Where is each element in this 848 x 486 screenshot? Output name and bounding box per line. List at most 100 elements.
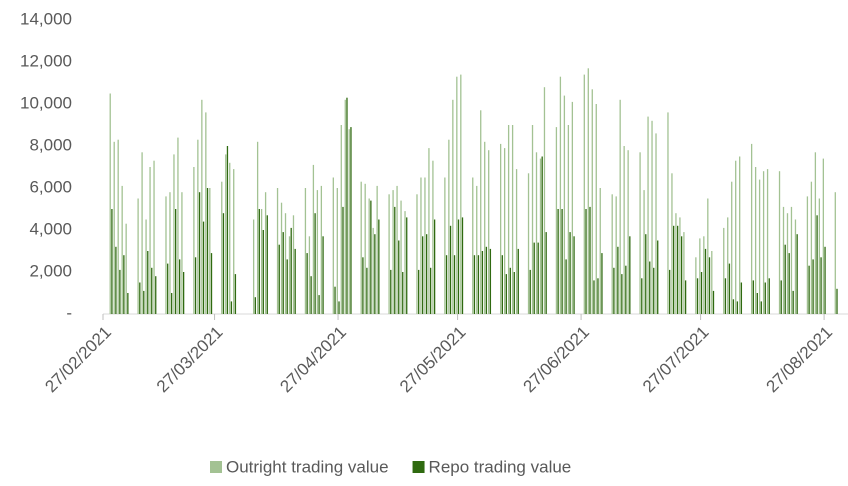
bar bbox=[306, 253, 308, 314]
bar bbox=[210, 253, 213, 314]
bar bbox=[699, 238, 701, 314]
bar bbox=[707, 198, 709, 314]
y-tick-label: 14,000 bbox=[20, 9, 72, 28]
bar bbox=[704, 248, 707, 314]
bar bbox=[388, 194, 390, 314]
bar bbox=[276, 188, 279, 314]
bar bbox=[177, 137, 179, 314]
bar bbox=[396, 185, 398, 314]
bar bbox=[617, 246, 619, 314]
bar bbox=[703, 236, 705, 314]
bar bbox=[587, 68, 589, 314]
bar bbox=[511, 125, 514, 314]
bar bbox=[533, 242, 535, 314]
bar bbox=[700, 272, 703, 314]
bar bbox=[764, 282, 766, 314]
bar bbox=[768, 278, 770, 314]
bar bbox=[790, 206, 793, 314]
y-tick-label: 6,000 bbox=[29, 177, 72, 196]
bar bbox=[593, 280, 595, 314]
bar bbox=[109, 93, 111, 314]
bar bbox=[625, 265, 627, 314]
bar bbox=[344, 99, 346, 314]
bar bbox=[484, 141, 486, 314]
bar bbox=[153, 160, 155, 314]
bar bbox=[400, 200, 402, 314]
bar bbox=[143, 290, 145, 314]
x-tick-label: 27/06/2021 bbox=[519, 323, 593, 397]
bar bbox=[834, 192, 836, 314]
bar bbox=[225, 154, 227, 314]
bar bbox=[629, 236, 631, 314]
bar bbox=[573, 236, 575, 314]
bar bbox=[499, 143, 502, 314]
bar bbox=[820, 257, 822, 314]
bar bbox=[505, 274, 507, 314]
bar bbox=[728, 263, 731, 314]
bar bbox=[202, 221, 205, 314]
bar bbox=[221, 181, 223, 314]
bar bbox=[310, 276, 312, 314]
bar bbox=[724, 278, 727, 314]
bar bbox=[736, 301, 739, 314]
bar bbox=[332, 177, 334, 314]
bar bbox=[529, 269, 531, 314]
bar bbox=[428, 148, 430, 314]
bar bbox=[312, 164, 315, 314]
bar bbox=[812, 259, 814, 314]
x-tick-label: 27/03/2021 bbox=[153, 323, 227, 397]
bar bbox=[233, 169, 235, 314]
bar bbox=[501, 255, 503, 314]
bar bbox=[155, 276, 157, 314]
bar bbox=[284, 213, 287, 314]
bar bbox=[178, 259, 181, 314]
bar bbox=[254, 297, 256, 314]
bar bbox=[394, 206, 396, 314]
bar bbox=[621, 274, 623, 314]
bar bbox=[712, 290, 715, 314]
bar bbox=[402, 272, 404, 314]
bar bbox=[760, 301, 762, 314]
bar bbox=[585, 209, 587, 314]
bar bbox=[623, 146, 625, 314]
bar bbox=[193, 167, 195, 314]
y-tick-label: 4,000 bbox=[29, 219, 72, 238]
bar bbox=[418, 269, 420, 314]
bar bbox=[258, 209, 260, 314]
bar bbox=[571, 101, 574, 315]
bar bbox=[252, 219, 255, 314]
bar bbox=[390, 269, 392, 314]
bar bbox=[513, 272, 515, 314]
bar bbox=[165, 196, 167, 314]
bar bbox=[320, 185, 323, 314]
bar bbox=[292, 215, 295, 314]
bar bbox=[657, 240, 659, 314]
bar bbox=[457, 219, 460, 314]
bar bbox=[175, 209, 177, 314]
legend-label: Repo trading value bbox=[429, 457, 572, 476]
bar bbox=[731, 181, 733, 314]
bar bbox=[426, 234, 428, 314]
bar bbox=[503, 148, 506, 314]
bar bbox=[591, 89, 593, 314]
bar bbox=[810, 181, 813, 314]
bar bbox=[808, 265, 810, 314]
bar bbox=[209, 188, 211, 314]
bar bbox=[784, 244, 786, 314]
bar bbox=[376, 185, 378, 314]
bar bbox=[545, 232, 547, 314]
bar bbox=[346, 97, 348, 314]
bar bbox=[675, 213, 677, 314]
bar bbox=[314, 213, 316, 314]
bar bbox=[559, 76, 562, 314]
bar bbox=[615, 196, 617, 314]
bar bbox=[655, 133, 657, 314]
bar bbox=[432, 160, 434, 314]
y-tick-label: 8,000 bbox=[29, 135, 72, 154]
bar bbox=[422, 236, 424, 314]
bar bbox=[398, 240, 400, 314]
bar bbox=[567, 125, 570, 314]
bar bbox=[507, 125, 510, 314]
bar bbox=[756, 293, 758, 314]
